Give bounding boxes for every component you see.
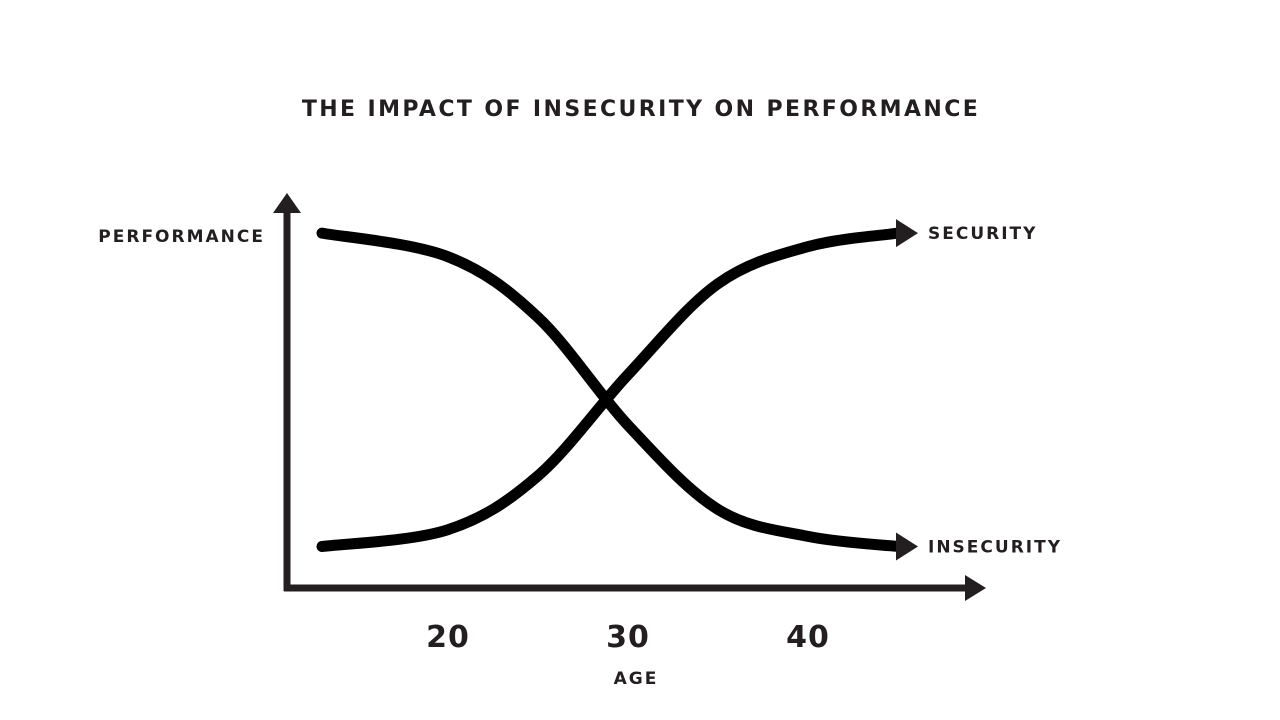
series-label-security: SECURITY — [928, 224, 1037, 244]
series-line-security — [316, 227, 904, 552]
y-axis-label: PERFORMANCE — [98, 227, 265, 247]
x-tick-label-30: 30 — [606, 620, 650, 655]
series-arrowhead-insecurity — [896, 532, 918, 561]
x-tick-label-20: 20 — [426, 620, 470, 655]
x-axis-arrowhead — [965, 575, 986, 601]
series-arrowhead-security — [896, 219, 918, 248]
series-line-insecurity — [316, 227, 904, 552]
chart-title: THE IMPACT OF INSECURITY ON PERFORMANCE — [302, 97, 980, 122]
series-label-insecurity: INSECURITY — [928, 538, 1062, 558]
x-axis-label: AGE — [614, 669, 659, 689]
x-tick-labels: 20 30 40 — [426, 620, 830, 655]
axes — [273, 193, 986, 601]
series-group: SECURITY INSECURITY — [316, 219, 1062, 561]
x-tick-label-40: 40 — [786, 620, 830, 655]
y-axis-arrowhead — [273, 193, 301, 213]
